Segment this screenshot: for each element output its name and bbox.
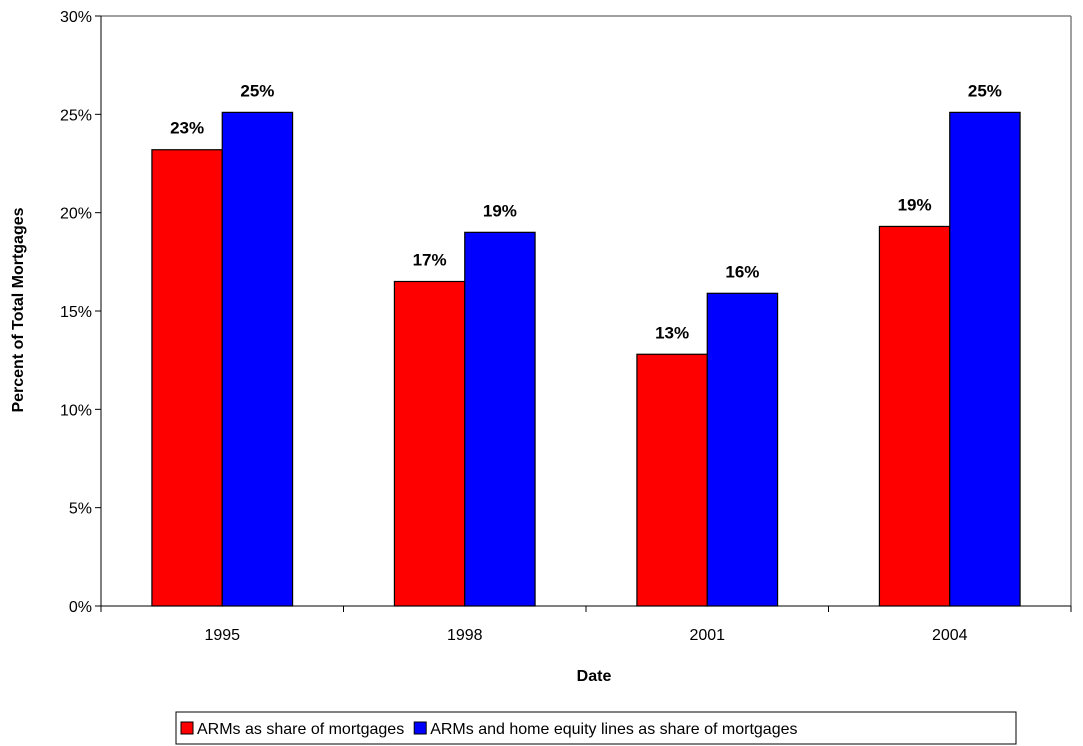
x-tick-label: 2004 <box>932 627 968 644</box>
legend-label: ARMs as share of mortgages <box>197 721 404 738</box>
bar <box>878 225 951 607</box>
axes: 0% 5% 10% 15% 20% 25% 30% 1995 1998 2001 2004 <box>60 9 1072 644</box>
y-axis-title: Percent of Total Mortgages <box>10 207 27 412</box>
y-tick-label: 30% <box>60 9 92 26</box>
x-axis-title: Date <box>577 668 612 685</box>
legend-box <box>175 711 1017 745</box>
bar <box>464 231 536 607</box>
bar <box>706 292 779 607</box>
plot-area <box>101 15 1072 606</box>
data-label: 17% <box>413 251 447 270</box>
y-tick-label: 20% <box>60 206 92 223</box>
legend-label: ARMs and home equity lines as share of m… <box>430 721 797 738</box>
x-tick-label: 1995 <box>204 627 240 644</box>
y-tick-label: 0% <box>69 599 92 616</box>
bar <box>151 149 223 607</box>
data-label: 23% <box>170 119 204 138</box>
data-label: 13% <box>655 323 689 342</box>
bars <box>151 111 1021 607</box>
y-tick-label: 5% <box>69 501 92 518</box>
bar <box>949 111 1021 607</box>
bar <box>221 111 294 607</box>
data-label: 16% <box>725 262 759 281</box>
bar <box>393 280 466 607</box>
data-label: 25% <box>968 81 1002 100</box>
legend: ARMs as share of mortgages ARMs and home … <box>175 711 1017 745</box>
x-tick-label: 2001 <box>689 627 725 644</box>
data-label: 19% <box>483 201 517 220</box>
legend-swatch <box>180 721 194 735</box>
data-labels: 23% 17% 13% 19% 25% 19% 16% 25% <box>170 81 1002 342</box>
legend-swatch <box>413 721 427 735</box>
y-tick-label: 15% <box>60 304 92 321</box>
y-tick-label: 25% <box>60 107 92 124</box>
y-tick-label: 10% <box>60 402 92 419</box>
data-label: 25% <box>240 81 274 100</box>
bar <box>636 353 708 607</box>
x-tick-label: 1998 <box>447 627 483 644</box>
data-label: 19% <box>898 195 932 214</box>
